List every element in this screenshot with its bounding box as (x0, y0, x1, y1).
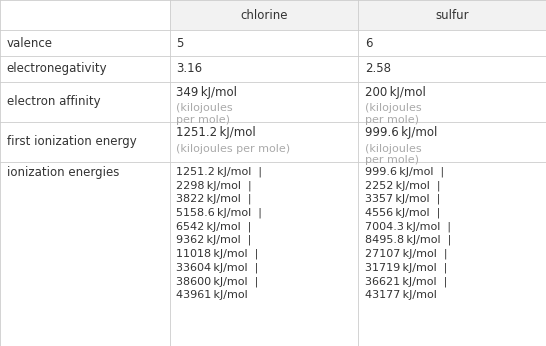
Text: 1251.2 kJ/mol: 1251.2 kJ/mol (176, 126, 256, 139)
Text: (kilojoules per mole): (kilojoules per mole) (176, 144, 290, 154)
Text: (kilojoules
per mole): (kilojoules per mole) (365, 144, 422, 165)
Text: 2.58: 2.58 (365, 62, 391, 75)
Text: electronegativity: electronegativity (7, 62, 107, 75)
Text: 3.16: 3.16 (176, 62, 203, 75)
Text: sulfur: sulfur (435, 9, 469, 22)
Text: ionization energies: ionization energies (7, 166, 119, 180)
Text: valence: valence (7, 37, 52, 50)
Text: 1251.2 kJ/mol  | 
2298 kJ/mol  | 
3822 kJ/mol  | 
5158.6 kJ/mol  | 
6542 kJ/mol : 1251.2 kJ/mol | 2298 kJ/mol | 3822 kJ/mo… (176, 166, 266, 300)
Text: (kilojoules
per mole): (kilojoules per mole) (365, 103, 422, 125)
Text: 6: 6 (365, 37, 372, 50)
Text: 999.6 kJ/mol: 999.6 kJ/mol (365, 126, 437, 139)
Text: (kilojoules
per mole): (kilojoules per mole) (176, 103, 233, 125)
Text: electron affinity: electron affinity (7, 95, 100, 108)
Text: 5: 5 (176, 37, 184, 50)
Bar (170, 0, 358, 30)
Text: 999.6 kJ/mol  | 
2252 kJ/mol  | 
3357 kJ/mol  | 
4556 kJ/mol  | 
7004.3 kJ/mol  : 999.6 kJ/mol | 2252 kJ/mol | 3357 kJ/mol… (365, 166, 454, 300)
Text: 349 kJ/mol: 349 kJ/mol (176, 86, 238, 99)
Bar (358, 0, 546, 30)
Text: first ionization energy: first ionization energy (7, 135, 136, 148)
Text: 200 kJ/mol: 200 kJ/mol (365, 86, 425, 99)
Text: chlorine: chlorine (240, 9, 288, 22)
